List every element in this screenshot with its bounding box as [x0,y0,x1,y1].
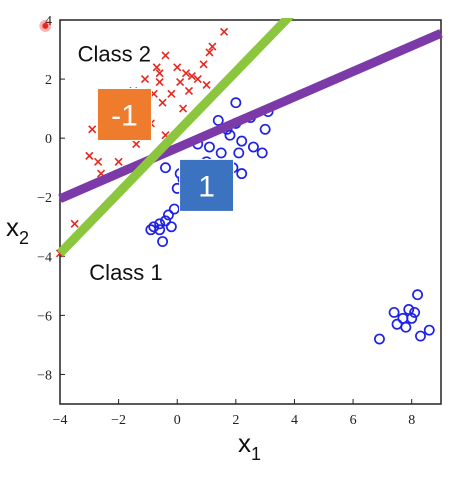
data-point-x [193,75,202,84]
x-tick-label: −4 [53,413,68,428]
data-point-o [145,224,157,236]
data-point-o [415,330,426,342]
data-point-x [176,77,185,87]
data-point-x [181,69,191,78]
data-point-o [204,141,215,153]
data-point-x [173,63,182,72]
data-point-x [187,72,196,81]
data-point-x [94,157,103,166]
data-point-o [397,312,409,324]
data-point-x [199,60,208,69]
y-tick-label: −6 [37,309,52,324]
data-point-x [184,86,194,95]
data-point-o [388,306,400,318]
y-tick-label: 4 [45,14,52,29]
data-point-o [409,306,421,318]
x-tick-label: 4 [291,413,298,428]
data-point-x [202,80,211,90]
highlight-dot [42,22,49,29]
y-tick-label: −8 [37,368,52,383]
data-point-o [224,129,236,141]
y-tick-label: 0 [45,132,52,147]
data-point-x [114,157,123,166]
y-tick-label: −4 [37,250,52,265]
x-tick-label: 8 [408,413,415,428]
data-point-x [88,125,97,134]
data-point-o [236,168,248,180]
x-tick-label: 6 [350,413,357,428]
plot-frame [59,19,442,405]
data-point-o [236,135,248,147]
data-point-o [412,289,424,301]
data-point-o [400,321,412,333]
data-point-x [155,69,164,78]
data-point-x [208,42,217,51]
data-point-x [70,219,79,228]
data-point-o [160,162,171,174]
label-box: -1 [96,88,152,142]
data-point-o [256,147,268,159]
data-point-x [140,75,150,84]
data-point-o [215,147,227,159]
x-tick-label: −2 [111,413,126,428]
green-boundary-line [58,18,295,257]
data-point-x [152,63,161,72]
data-point-o [160,215,171,227]
class-annotation: Class 2 [78,41,151,66]
data-point-x [179,104,188,113]
data-point-o [165,221,177,233]
data-point-o [162,209,174,221]
data-point-o [406,312,418,324]
data-point-x [85,151,94,160]
y-tick-label: 2 [45,73,52,88]
data-point-o [148,221,160,233]
label-box-text: -1 [111,100,138,133]
y-axis-label: x2 [6,212,29,248]
data-point-x [132,139,141,149]
data-point-o [154,218,166,230]
data-point-x [161,51,170,60]
data-point-o [374,333,385,345]
data-point-o [230,97,242,109]
data-point-o [168,203,180,215]
label-box: 1 [179,158,235,212]
y-tick-label: −2 [37,191,52,206]
x-tick-label: 0 [174,413,181,428]
x-axis-label: x1 [238,428,261,464]
data-point-o [233,147,245,159]
data-point-o [423,324,435,336]
data-point-o [212,114,224,126]
data-point-x [155,77,164,87]
data-point-x [220,27,229,36]
purple-boundary-line [58,29,443,203]
data-point-o [157,236,169,247]
class-annotation: Class 1 [89,260,162,285]
data-point-o [259,123,271,135]
data-point-x [205,48,214,57]
data-point-x [158,98,167,107]
x-tick-label: 2 [232,413,239,428]
data-point-x [167,89,176,98]
label-box-text: 1 [198,170,215,203]
data-point-o [247,141,259,153]
